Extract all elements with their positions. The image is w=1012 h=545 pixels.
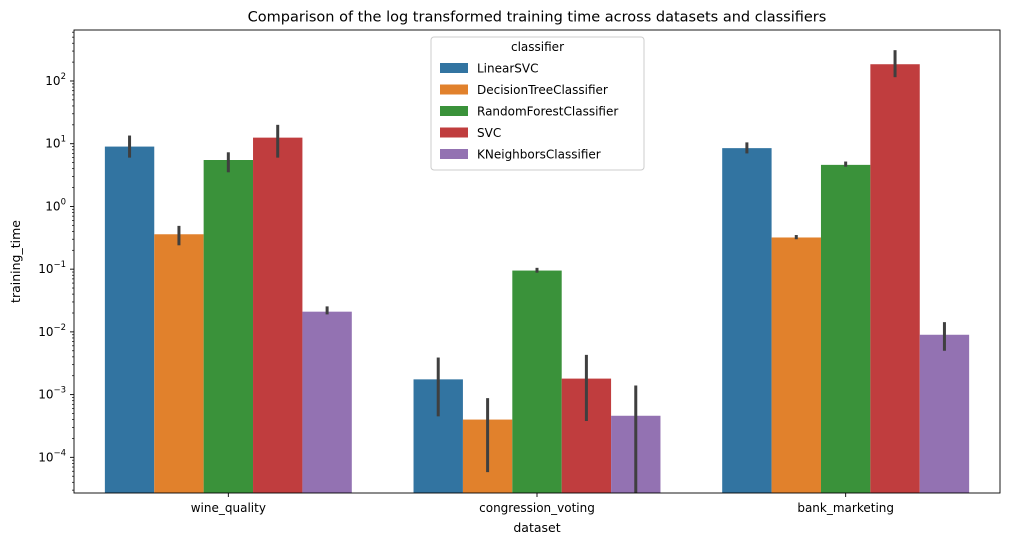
bar-LinearSVC-wine_quality bbox=[104, 146, 155, 493]
x-tick-label: bank_marketing bbox=[797, 501, 894, 515]
bar-RandomForestClassifier-bank_marketing bbox=[820, 164, 871, 493]
y-axis-label: training_time bbox=[8, 220, 23, 303]
legend-swatch bbox=[440, 149, 468, 159]
bar-SVC-wine_quality bbox=[253, 137, 303, 493]
y-tick-label: 102 bbox=[45, 72, 66, 88]
bar-RandomForestClassifier-congression_voting bbox=[512, 270, 562, 493]
y-tick-label: 10−4 bbox=[38, 448, 66, 464]
x-tick-label: congression_voting bbox=[479, 501, 595, 515]
legend-title: classifier bbox=[511, 40, 564, 54]
legend-box bbox=[430, 36, 645, 171]
x-axis-label: dataset bbox=[513, 520, 560, 535]
legend-items: LinearSVC DecisionTreeClassifier RandomFor… bbox=[440, 62, 618, 162]
bar-KNeighborsClassifier-wine_quality bbox=[302, 311, 352, 493]
y-tick-label: 10−3 bbox=[38, 386, 66, 402]
y-tick-label: 100 bbox=[45, 197, 66, 213]
legend-swatch bbox=[440, 84, 468, 95]
y-axis-ticks: 10−4 10−3 10−2 10−1 100 101 102 bbox=[38, 31, 74, 491]
legend-entry-label: LinearSVC bbox=[477, 62, 539, 76]
bar-LinearSVC-bank_marketing bbox=[722, 148, 772, 493]
legend-entry-label: KNeighborsClassifier bbox=[477, 148, 601, 162]
bar-KNeighborsClassifier-bank_marketing bbox=[919, 334, 970, 493]
error-bars-layer bbox=[128, 50, 946, 493]
x-tick-label: wine_quality bbox=[191, 501, 266, 515]
legend-entry-label: SVC bbox=[477, 126, 501, 140]
bar-DecisionTreeClassifier-wine_quality bbox=[154, 234, 204, 493]
chart-title: Comparison of the log transformed traini… bbox=[248, 10, 827, 26]
legend: classifier LinearSVC DecisionTreeClassifi… bbox=[430, 36, 645, 171]
bar-SVC-bank_marketing bbox=[870, 64, 920, 493]
legend-entry-label: RandomForestClassifier bbox=[477, 105, 618, 119]
bars-layer bbox=[104, 64, 970, 493]
bar-DecisionTreeClassifier-bank_marketing bbox=[771, 237, 821, 493]
x-axis-ticks: wine_quality congression_voting bank_marke… bbox=[191, 493, 894, 515]
bar-RandomForestClassifier-wine_quality bbox=[203, 160, 254, 493]
legend-entry-label: DecisionTreeClassifier bbox=[477, 83, 608, 97]
legend-swatch bbox=[440, 63, 468, 73]
y-tick-label: 10−1 bbox=[38, 260, 66, 276]
y-tick-label: 101 bbox=[45, 135, 66, 151]
y-tick-label: 10−2 bbox=[38, 323, 66, 339]
legend-swatch bbox=[440, 127, 468, 138]
legend-swatch bbox=[440, 106, 468, 116]
